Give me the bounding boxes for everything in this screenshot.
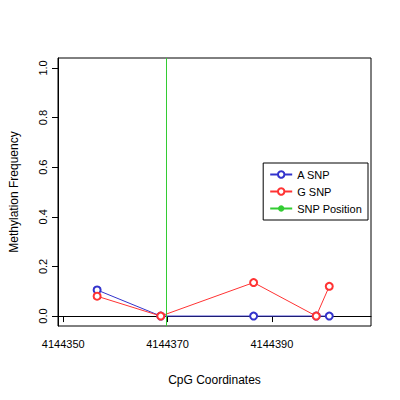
svg-text:A SNP: A SNP: [297, 169, 329, 181]
svg-text:0.0: 0.0: [37, 308, 49, 323]
svg-text:G SNP: G SNP: [297, 186, 331, 198]
svg-text:0.4: 0.4: [37, 209, 49, 224]
svg-text:4144350: 4144350: [42, 338, 85, 350]
svg-text:CpG Coordinates: CpG Coordinates: [168, 373, 261, 387]
svg-text:SNP Position: SNP Position: [297, 203, 362, 215]
svg-text:Methylation Frequency: Methylation Frequency: [7, 131, 21, 252]
svg-text:0.2: 0.2: [37, 259, 49, 274]
svg-text:4144390: 4144390: [250, 338, 293, 350]
svg-text:0.6: 0.6: [37, 160, 49, 175]
svg-text:4144370: 4144370: [146, 338, 189, 350]
svg-text:0.8: 0.8: [37, 110, 49, 125]
svg-text:1.0: 1.0: [37, 60, 49, 75]
